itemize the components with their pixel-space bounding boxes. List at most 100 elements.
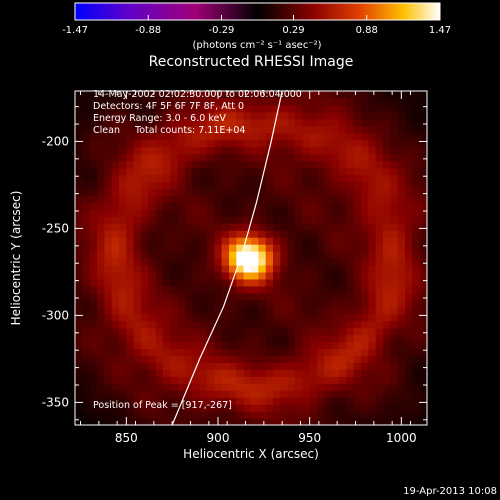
heatmap-cell	[295, 174, 303, 183]
heatmap-cell	[192, 146, 201, 155]
heatmap-cell	[383, 271, 391, 280]
heatmap-cell	[82, 125, 91, 134]
heatmap-cell	[155, 271, 164, 280]
heatmap-cell	[273, 285, 281, 294]
heatmap-cell	[155, 355, 164, 363]
heatmap-cell	[170, 167, 179, 176]
heatmap-cell	[133, 188, 142, 196]
heatmap-cell	[163, 188, 171, 196]
heatmap-cell	[265, 313, 274, 322]
heatmap-cell	[346, 160, 355, 169]
heatmap-cell	[383, 258, 391, 266]
heatmap-cell	[141, 397, 149, 405]
heatmap-cell	[273, 390, 281, 398]
heatmap-cell	[104, 418, 113, 425]
heatmap-cell	[317, 341, 325, 350]
heatmap-cell	[280, 404, 289, 412]
heatmap-cell	[89, 397, 98, 405]
heatmap-cell	[236, 153, 245, 162]
heatmap-cell	[302, 292, 311, 301]
heatmap-cell	[82, 404, 91, 412]
heatmap-cell	[317, 411, 325, 419]
heatmap-cell	[317, 271, 325, 280]
heatmap-cell	[75, 118, 83, 127]
heatmap-cell	[214, 216, 223, 224]
heatmap-cell	[405, 125, 413, 134]
heatmap-cell	[221, 362, 230, 370]
heatmap-cell	[324, 195, 333, 203]
heatmap-cell	[148, 195, 157, 203]
heatmap-cell	[368, 376, 377, 384]
heatmap-cell	[133, 397, 142, 405]
heatmap-cell	[133, 313, 142, 322]
heatmap-cell	[265, 91, 274, 99]
heatmap-cell	[177, 209, 186, 217]
heatmap-cell	[170, 383, 179, 391]
heatmap-cell	[111, 251, 120, 259]
heatmap-cell	[89, 390, 98, 398]
heatmap-cell	[126, 411, 135, 419]
heatmap-cell	[361, 320, 369, 329]
heatmap-cell	[82, 418, 91, 425]
heatmap-cell	[309, 146, 318, 155]
heatmap-cell	[383, 278, 391, 287]
heatmap-cell	[148, 306, 157, 315]
heatmap-cell	[243, 348, 252, 357]
heatmap-cell	[177, 160, 186, 169]
heatmap-cell	[111, 146, 120, 155]
heatmap-cell	[141, 139, 149, 148]
heatmap-cell	[177, 139, 186, 148]
heatmap-cell	[405, 397, 413, 405]
heatmap-cell	[119, 230, 127, 238]
heatmap-cell	[192, 278, 201, 287]
heatmap-cell	[302, 104, 311, 113]
heatmap-cell	[119, 111, 127, 120]
heatmap-cell	[155, 244, 164, 252]
heatmap-cell	[390, 334, 399, 343]
heatmap-cell	[368, 111, 377, 120]
heatmap-cell	[133, 91, 142, 99]
heatmap-cell	[185, 223, 193, 231]
heatmap-cell	[390, 355, 399, 363]
heatmap-cell	[236, 397, 245, 405]
heatmap-cell	[119, 146, 127, 155]
heatmap-cell	[397, 348, 406, 357]
heatmap-cell	[214, 341, 223, 350]
heatmap-cell	[82, 306, 91, 315]
heatmap-cell	[75, 397, 83, 405]
heatmap-cell	[331, 216, 340, 224]
heatmap-cell	[287, 132, 296, 141]
heatmap-cell	[346, 376, 355, 384]
heatmap-cell	[258, 132, 267, 141]
heatmap-cell	[185, 244, 193, 252]
heatmap-cell	[273, 418, 281, 425]
heatmap-cell	[236, 341, 245, 350]
heatmap-cell	[199, 91, 208, 99]
heatmap-cell	[82, 195, 91, 203]
heatmap-cell	[265, 223, 274, 231]
heatmap-cell	[397, 139, 406, 148]
heatmap-cell	[265, 264, 274, 273]
heatmap-cell	[236, 390, 245, 398]
heatmap-cell	[177, 258, 186, 266]
heatmap-cell	[148, 91, 157, 99]
heatmap-cell	[75, 181, 83, 190]
heatmap-cell	[295, 258, 303, 266]
heatmap-cell	[229, 104, 237, 113]
heatmap-cell	[89, 111, 98, 120]
heatmap-cell	[412, 369, 421, 377]
heatmap-cell	[199, 411, 208, 419]
heatmap-cell	[346, 313, 355, 322]
heatmap-cell	[397, 111, 406, 120]
heatmap-cell	[280, 251, 289, 259]
heatmap-cell	[339, 195, 347, 203]
heatmap-cell	[383, 174, 391, 183]
heatmap-cell	[339, 313, 347, 322]
heatmap-cell	[251, 278, 259, 287]
heatmap-cell	[375, 271, 384, 280]
heatmap-cell	[214, 383, 223, 391]
heatmap-cell	[405, 306, 413, 315]
heatmap-cell	[82, 237, 91, 245]
heatmap-cell	[353, 258, 362, 266]
heatmap-cell	[251, 223, 259, 231]
